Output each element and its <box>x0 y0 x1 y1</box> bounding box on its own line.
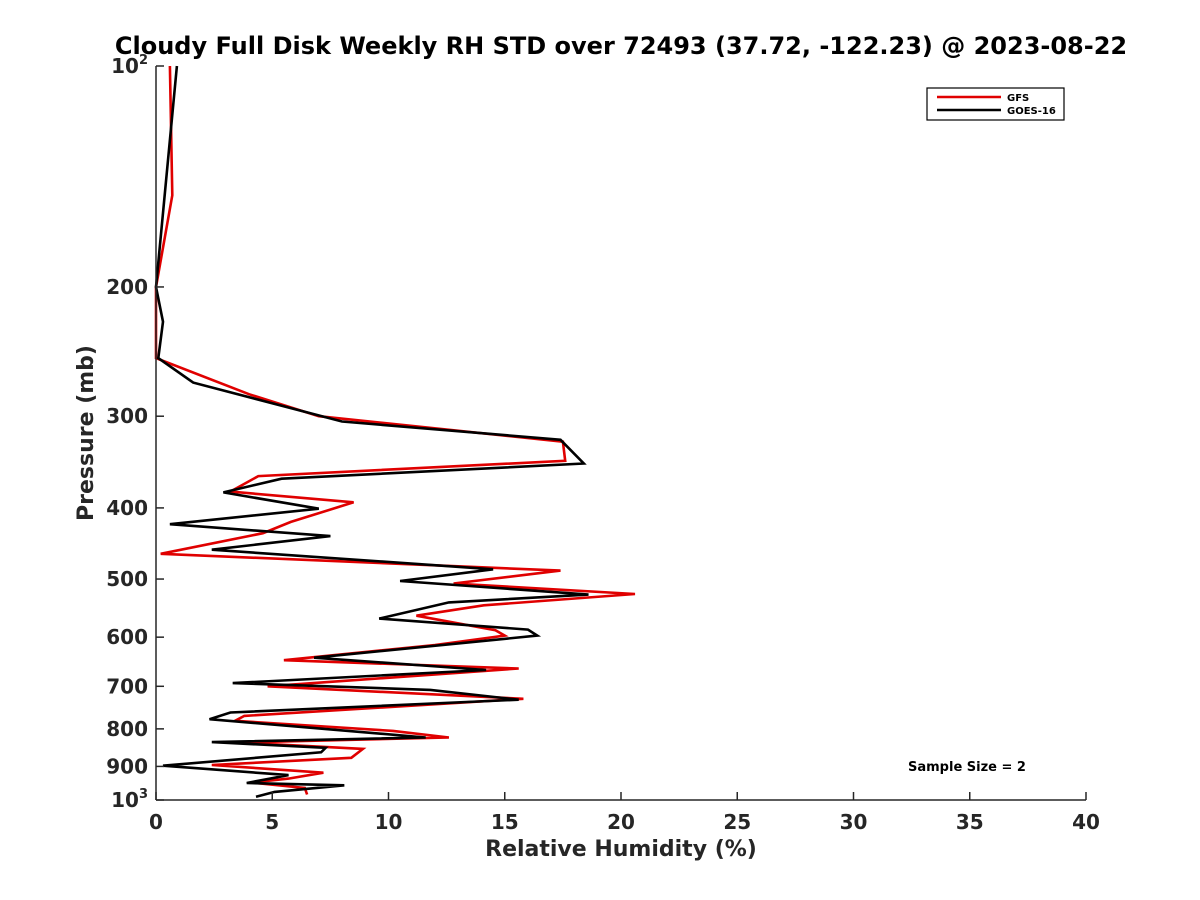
y-tick-label: 700 <box>106 674 148 698</box>
y-tick-label: 102 <box>111 53 148 78</box>
y-tick-label: 200 <box>106 275 148 299</box>
x-tick-label: 20 <box>607 810 635 834</box>
x-tick-label: 35 <box>956 810 984 834</box>
sample-size-annotation: Sample Size = 2 <box>908 760 1026 775</box>
y-tick-label: 300 <box>106 404 148 428</box>
chart-title: Cloudy Full Disk Weekly RH STD over 7249… <box>115 32 1127 60</box>
series-line-gfs <box>154 65 636 795</box>
legend-label-gfs: GFS <box>1007 93 1029 104</box>
y-tick-label: 500 <box>106 567 148 591</box>
x-ticks: 0 5 10 15 20 25 30 35 40 <box>149 792 1100 834</box>
y-tick-label: 600 <box>106 625 148 649</box>
y-axis-label: Pressure (mb) <box>74 345 99 521</box>
x-tick-label: 15 <box>491 810 519 834</box>
legend-label-goes16: GOES-16 <box>1007 106 1056 117</box>
y-tick-label: 800 <box>106 717 148 741</box>
y-tick-label: 400 <box>106 496 148 520</box>
y-ticks: 102 200 300 400 500 600 700 800 900 103 <box>106 53 164 812</box>
x-tick-label: 10 <box>375 810 403 834</box>
y-tick-label: 103 <box>111 787 148 812</box>
x-tick-label: 30 <box>840 810 868 834</box>
x-tick-label: 25 <box>723 810 751 834</box>
y-tick-label: 900 <box>106 754 148 778</box>
x-tick-label: 0 <box>149 810 163 834</box>
x-axis-label: Relative Humidity (%) <box>485 837 757 862</box>
legend: GFS GOES-16 <box>926 87 1065 121</box>
series-line-goes16 <box>154 65 589 799</box>
plot-area: 0 5 10 15 20 25 30 35 40 102 200 300 400 500 600 700 80… <box>106 53 1100 834</box>
x-tick-label: 40 <box>1072 810 1100 834</box>
x-tick-label: 5 <box>265 810 279 834</box>
series-group <box>154 65 636 799</box>
legend-box <box>926 87 1065 121</box>
